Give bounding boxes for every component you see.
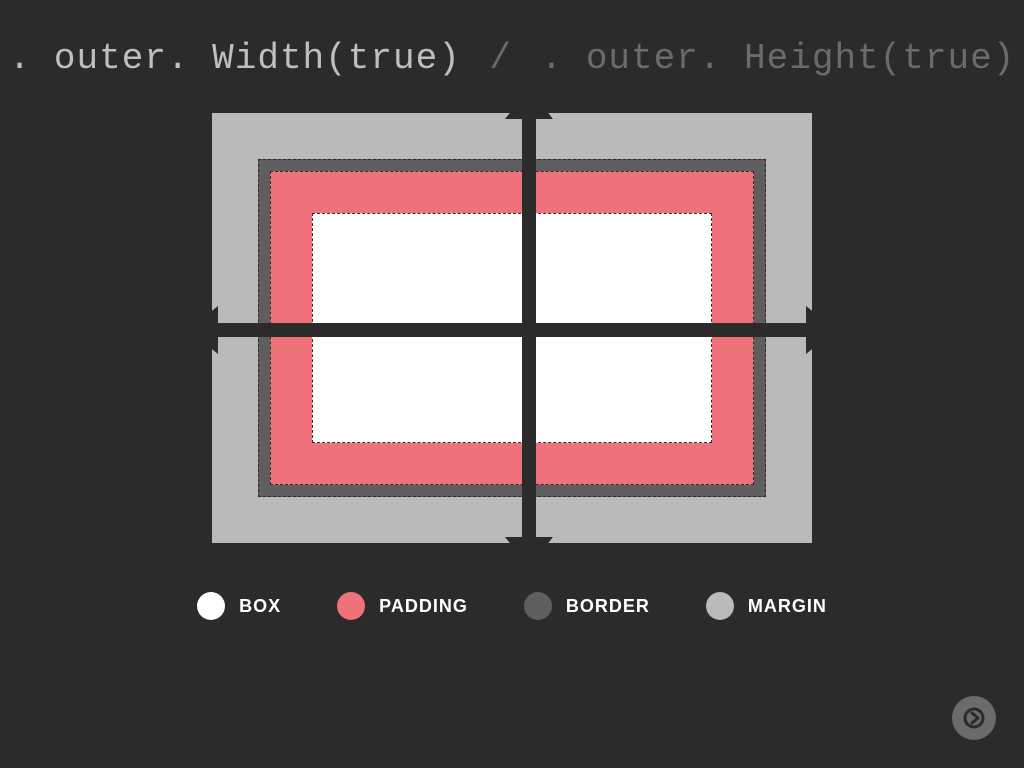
legend-label-padding: PADDING bbox=[379, 596, 468, 617]
arrow-right-icon bbox=[962, 706, 986, 730]
next-slide-button[interactable] bbox=[952, 696, 996, 740]
legend-item-border: BORDER bbox=[524, 592, 650, 620]
swatch-padding bbox=[337, 592, 365, 620]
box-model-diagram bbox=[212, 113, 812, 543]
swatch-border bbox=[524, 592, 552, 620]
width-arrow bbox=[198, 323, 826, 337]
title-separator: / bbox=[489, 38, 512, 79]
legend-label-margin: MARGIN bbox=[748, 596, 827, 617]
title-left: . outer. Width(true) bbox=[9, 38, 461, 79]
swatch-margin bbox=[706, 592, 734, 620]
legend-label-border: BORDER bbox=[566, 596, 650, 617]
legend-item-padding: PADDING bbox=[337, 592, 468, 620]
swatch-box bbox=[197, 592, 225, 620]
legend-item-margin: MARGIN bbox=[706, 592, 827, 620]
page-title: . outer. Width(true) / . outer. Height(t… bbox=[0, 38, 1024, 79]
legend-label-box: BOX bbox=[239, 596, 281, 617]
legend-item-box: BOX bbox=[197, 592, 281, 620]
legend: BOX PADDING BORDER MARGIN bbox=[0, 592, 1024, 620]
title-right: . outer. Height(true) bbox=[541, 38, 1016, 79]
